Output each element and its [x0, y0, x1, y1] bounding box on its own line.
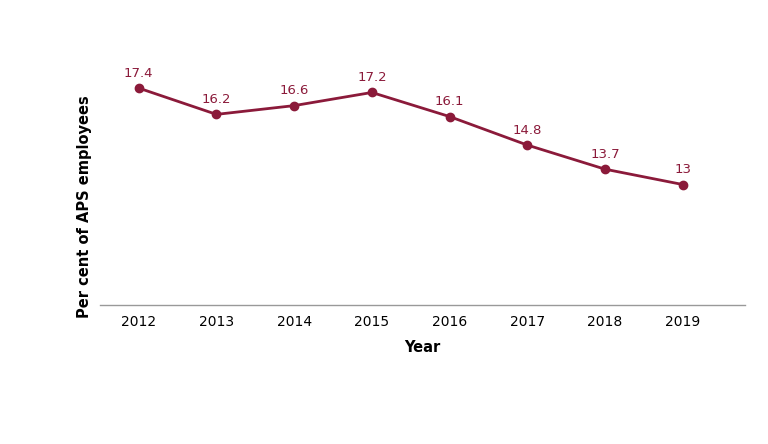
Text: 14.8: 14.8 — [513, 124, 542, 137]
Text: 13: 13 — [674, 163, 691, 176]
Text: 16.2: 16.2 — [202, 93, 231, 106]
Y-axis label: Per cent of APS employees: Per cent of APS employees — [77, 95, 91, 318]
Text: 16.1: 16.1 — [435, 95, 465, 108]
Text: 17.4: 17.4 — [124, 67, 154, 80]
X-axis label: Year: Year — [404, 340, 441, 355]
Text: 16.6: 16.6 — [280, 84, 309, 97]
Text: 13.7: 13.7 — [591, 148, 620, 161]
Text: 17.2: 17.2 — [357, 71, 387, 84]
